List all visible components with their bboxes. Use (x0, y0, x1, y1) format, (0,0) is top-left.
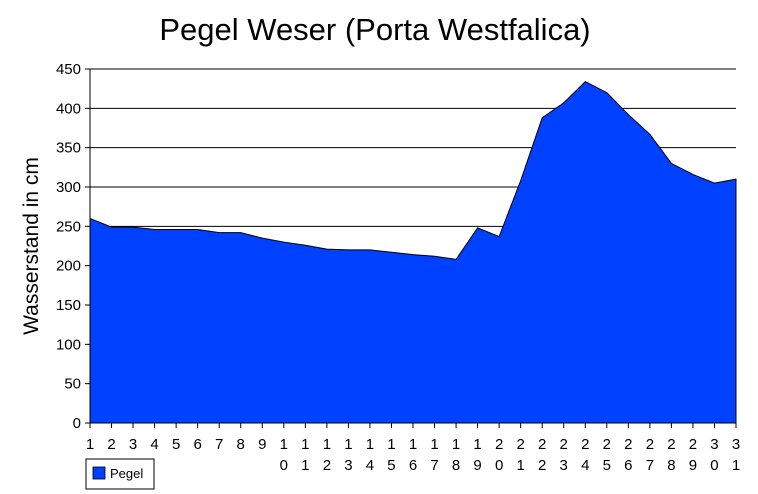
plot-area (89, 80, 737, 424)
y-tick-label-250: 250 (56, 218, 81, 235)
x-tick-label-4: 4 (150, 436, 158, 453)
chart-title: Pegel Weser (Porta Westfalica) (159, 12, 590, 47)
y-tick-label-0: 0 (73, 415, 81, 432)
y-tick-label-350: 350 (56, 140, 81, 157)
x-axis-ticks: 1 2 3 4 5 6 7 8 9 1 01 11 21 31 41 51 61 71 81 92 02 12 22 32 42… (86, 423, 740, 474)
y-tick-label-300: 300 (56, 179, 81, 196)
y-tick-label-450: 450 (56, 61, 81, 78)
legend: Pegel (85, 458, 155, 490)
x-tick-label-8: 8 (237, 436, 245, 453)
x-tick-label-9: 9 (258, 436, 266, 453)
y-tick-label-50: 50 (64, 376, 81, 393)
x-tick-label-3: 3 (129, 436, 137, 453)
y-axis-label: Wasserstand in cm (20, 157, 43, 335)
x-tick-label-5: 5 (172, 436, 180, 453)
x-tick-label-2: 2 (107, 436, 115, 453)
x-tick-label-6: 6 (193, 436, 201, 453)
legend-swatch (92, 466, 106, 480)
series-area-pegel (89, 80, 737, 424)
y-tick-label-400: 400 (56, 100, 81, 117)
y-tick-label-150: 150 (56, 297, 81, 314)
x-tick-label-1: 1 (86, 436, 94, 453)
legend-label: Pegel (110, 466, 143, 481)
y-tick-label-100: 100 (56, 336, 81, 353)
x-tick-label-7: 7 (215, 436, 223, 453)
y-axis-ticks: 0 50 100 150 200 250 300 350 400 450 (56, 61, 90, 432)
y-tick-label-200: 200 (56, 258, 81, 275)
